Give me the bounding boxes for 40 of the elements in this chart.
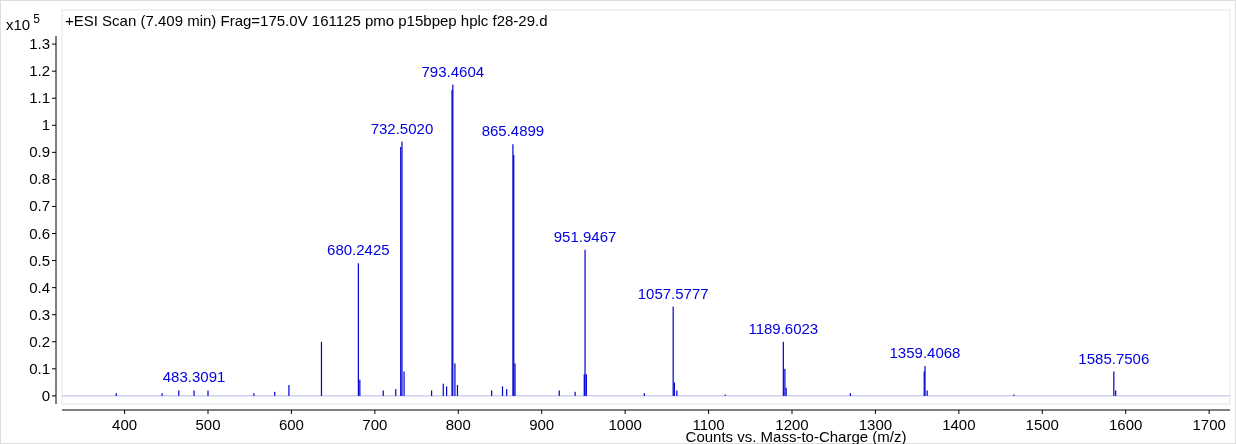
annotation: 680.2425 — [327, 241, 390, 259]
x-tick-label: 1700 — [1192, 416, 1226, 433]
y-tick-label: 1.1 — [29, 89, 50, 107]
annotation: 951.9467 — [553, 227, 617, 245]
y-tick-label: 0.4 — [29, 278, 50, 296]
x-tick-label: 900 — [529, 416, 555, 433]
chart-title: +ESI Scan (7.409 min) Frag=175.0V 161125 pmo p15bpep hplc f28-29.d — [65, 12, 548, 29]
x-tick-label: 1100 — [692, 416, 725, 433]
y-tick-label: 0.3 — [29, 305, 50, 323]
y-tick-label: 1.3 — [29, 35, 50, 53]
x-tick-label: 600 — [278, 416, 304, 433]
annotation: 1189.6023 — [748, 319, 819, 337]
y-tick-label: 0.8 — [29, 170, 50, 188]
annotation: 483.3091 — [162, 368, 226, 386]
annotation: 865.4899 — [481, 122, 545, 140]
y-tick-label: 0.7 — [29, 197, 50, 215]
y-tick-label: 1.2 — [29, 62, 50, 80]
x-tick-label: 1300 — [858, 416, 893, 433]
annotation: 1057.5777 — [637, 284, 709, 302]
x-tick-label: 400 — [112, 416, 138, 433]
y-tick-label: 0 — [41, 386, 50, 404]
x-tick-label: 500 — [195, 416, 221, 433]
annotation: 793.4604 — [421, 62, 485, 80]
x-tick-label: 1000 — [608, 416, 642, 433]
x-tick-label: 800 — [445, 416, 471, 433]
x-tick-label: 1200 — [775, 416, 809, 433]
y-tick-label: 0.9 — [29, 143, 50, 161]
annotation: 732.5020 — [370, 119, 434, 137]
y-tick-label: 0.6 — [29, 224, 50, 242]
annotation: 1585.7506 — [1078, 349, 1150, 367]
y-tick-label: 0.1 — [29, 359, 50, 377]
x-tick-label: 1400 — [942, 416, 976, 433]
y-tick-label: 0.2 — [29, 332, 50, 350]
x-tick-label: 1500 — [1025, 416, 1059, 433]
y-tick-label: 1 — [41, 116, 50, 134]
y-tick-label: 0.5 — [29, 251, 50, 269]
annotation: 1359.4068 — [889, 344, 961, 362]
x-tick-label: 700 — [362, 416, 388, 433]
text: x10$^{5}$ — [6, 12, 41, 33]
x-tick-label: 1600 — [1109, 416, 1143, 433]
